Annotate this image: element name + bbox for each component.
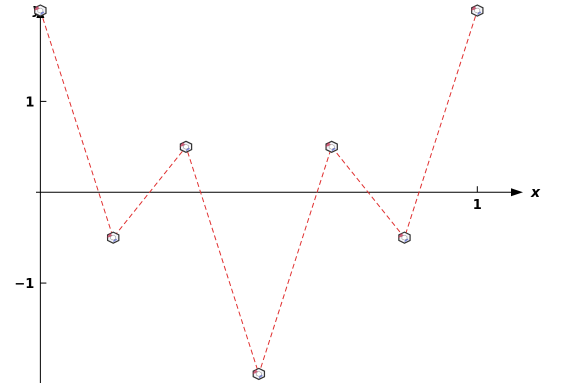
data-point-2 [179, 140, 193, 154]
axes: x y [32, 2, 541, 383]
series-layer [33, 4, 484, 381]
y-tick-label-1: −1 [14, 277, 34, 292]
ticks: 1 1 −1 [14, 95, 481, 292]
data-point-5 [397, 231, 411, 244]
x-tick-label-0: 1 [473, 198, 482, 213]
y-tick-label-0: 1 [25, 95, 34, 110]
data-point-3 [252, 367, 266, 381]
data-point-0 [33, 4, 47, 17]
data-point-4 [325, 140, 338, 154]
data-point-6 [470, 4, 484, 17]
data-point-1 [106, 231, 120, 244]
x-axis-label: x [530, 185, 541, 201]
x-axis-arrow [511, 188, 523, 197]
